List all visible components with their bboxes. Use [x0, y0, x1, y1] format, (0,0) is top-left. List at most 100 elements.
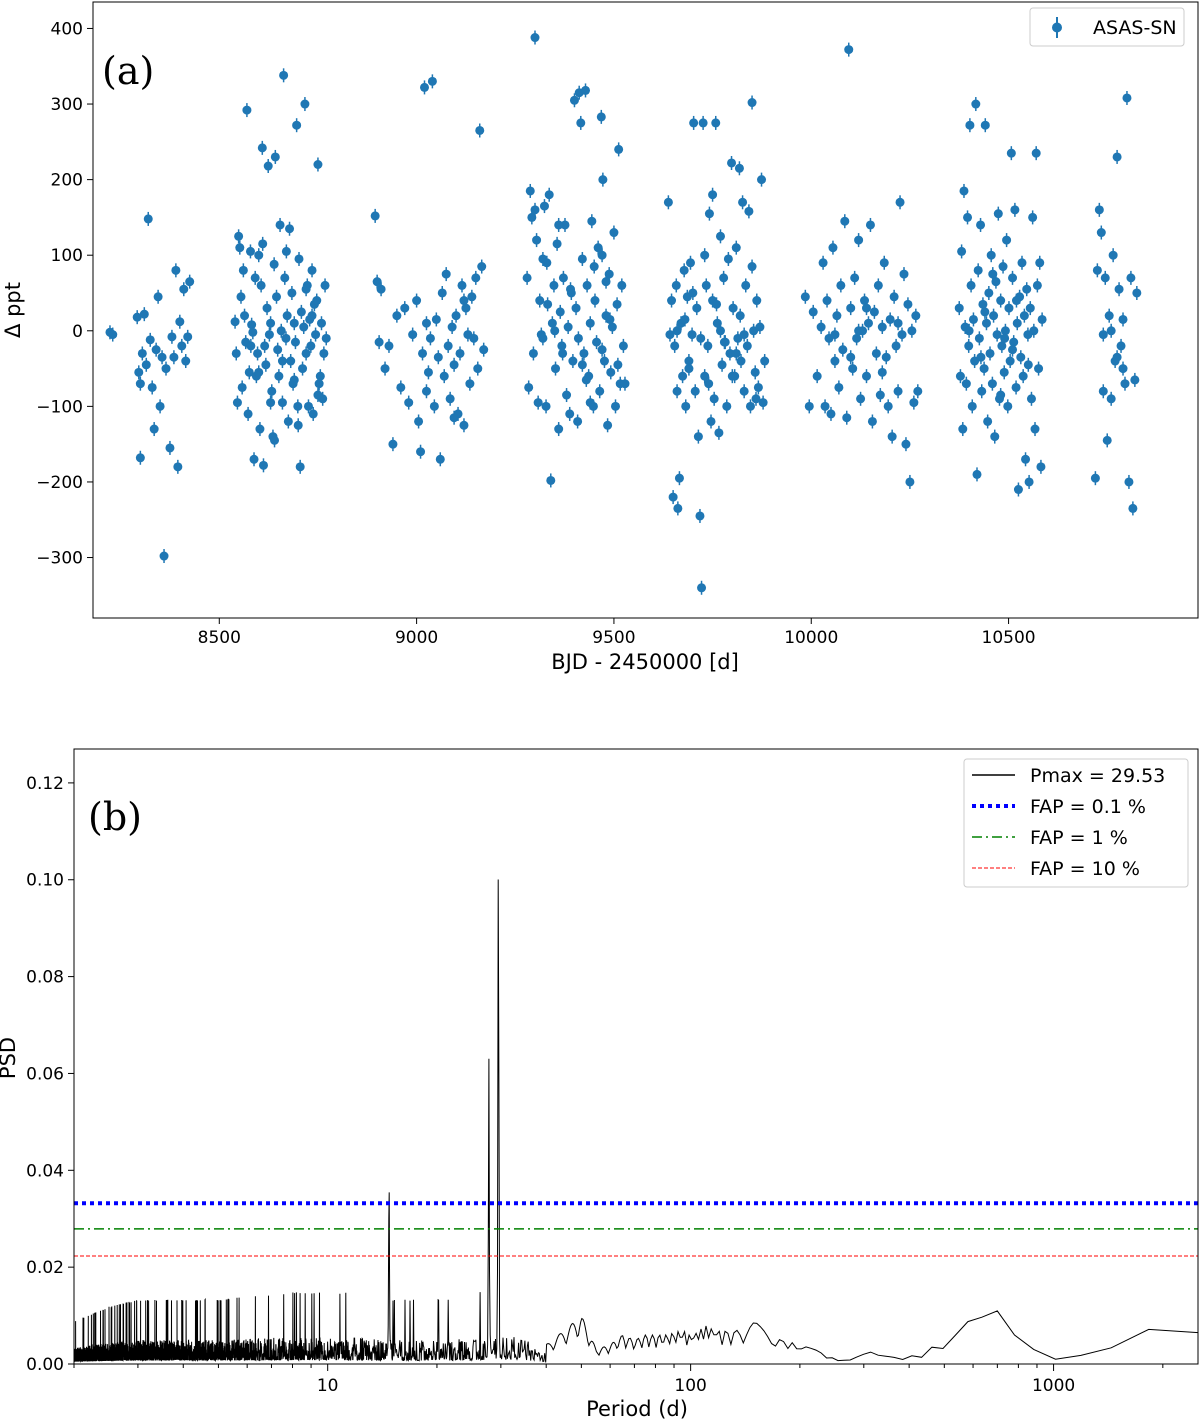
data-point	[535, 293, 545, 308]
data-point	[258, 458, 268, 473]
data-point	[242, 103, 252, 118]
data-point	[711, 115, 721, 130]
point-marker	[281, 246, 291, 256]
point-marker	[320, 280, 330, 290]
point-marker	[551, 364, 561, 374]
data-point	[955, 369, 965, 384]
data-point	[984, 285, 994, 300]
point-marker	[709, 394, 719, 404]
data-point	[598, 172, 608, 187]
data-point	[272, 289, 282, 304]
point-marker	[421, 318, 431, 328]
point-marker	[875, 390, 885, 400]
data-point	[587, 214, 597, 229]
point-marker	[832, 311, 842, 321]
point-marker	[298, 364, 308, 374]
data-point	[674, 471, 684, 486]
point-marker	[899, 269, 909, 279]
data-point	[715, 323, 725, 338]
point-marker	[139, 309, 149, 319]
point-marker	[294, 254, 304, 264]
data-point	[551, 361, 561, 376]
point-marker	[695, 511, 705, 521]
data-point	[372, 274, 382, 289]
point-marker	[420, 82, 429, 92]
data-point	[477, 259, 487, 274]
point-marker	[477, 262, 487, 272]
data-point	[998, 259, 1008, 274]
data-point	[421, 384, 431, 399]
point-marker	[535, 296, 545, 306]
legend-marker-icon	[1052, 22, 1062, 33]
data-point	[987, 376, 997, 391]
point-marker	[850, 273, 860, 283]
point-marker	[905, 477, 915, 487]
data-point	[606, 365, 616, 380]
point-marker	[822, 296, 832, 306]
data-point	[1035, 255, 1045, 270]
data-point	[149, 422, 159, 437]
y-tick-label: −200	[36, 473, 83, 493]
data-point	[751, 391, 761, 406]
data-point	[893, 316, 903, 331]
data-point	[980, 304, 990, 319]
point-marker	[538, 333, 548, 343]
x-tick-label: 100	[674, 1376, 706, 1396]
data-point	[1004, 301, 1014, 316]
data-point	[263, 159, 273, 174]
point-marker	[1026, 394, 1036, 404]
point-marker	[967, 401, 977, 411]
data-point	[135, 376, 145, 391]
point-marker	[267, 386, 277, 396]
point-marker	[689, 118, 699, 128]
data-point	[673, 501, 683, 516]
data-point	[573, 414, 583, 429]
data-point	[887, 429, 897, 444]
data-point	[276, 323, 286, 338]
data-point	[261, 357, 271, 372]
point-marker	[293, 420, 303, 430]
data-point	[612, 297, 622, 312]
point-marker	[467, 292, 477, 302]
point-marker	[459, 296, 469, 306]
point-marker	[727, 158, 737, 168]
point-marker	[577, 360, 587, 370]
legend-label-fap1: FAP = 1 %	[1030, 827, 1128, 849]
point-marker	[585, 398, 595, 408]
data-point	[151, 342, 161, 357]
point-marker	[1102, 435, 1112, 445]
point-marker	[275, 220, 285, 230]
data-point	[161, 361, 171, 376]
point-marker	[697, 583, 707, 593]
point-marker	[670, 341, 680, 351]
point-marker	[723, 254, 733, 264]
data-point	[899, 267, 909, 282]
data-point	[108, 327, 118, 342]
point-marker	[1122, 93, 1132, 103]
point-marker	[555, 307, 565, 317]
point-marker	[171, 265, 181, 275]
point-marker	[400, 303, 410, 313]
point-marker	[585, 318, 595, 328]
point-marker	[758, 398, 768, 408]
data-point	[384, 338, 394, 353]
point-marker	[566, 284, 576, 294]
data-point	[844, 42, 854, 57]
y-tick-label: 400	[51, 19, 83, 39]
point-marker	[273, 345, 283, 355]
data-point	[303, 399, 313, 414]
data-point	[467, 289, 477, 304]
point-marker	[618, 341, 628, 351]
point-marker	[316, 318, 326, 328]
data-point	[1126, 270, 1136, 285]
data-point	[1102, 433, 1112, 448]
data-point	[589, 259, 599, 274]
point-marker	[573, 333, 583, 343]
point-marker	[539, 201, 549, 211]
y-tick-label: 0.04	[26, 1161, 64, 1181]
point-marker	[1090, 473, 1100, 483]
legend-label-fap01: FAP = 0.1 %	[1030, 796, 1146, 818]
data-point	[566, 282, 576, 297]
point-marker	[980, 120, 990, 130]
data-point	[585, 316, 595, 331]
